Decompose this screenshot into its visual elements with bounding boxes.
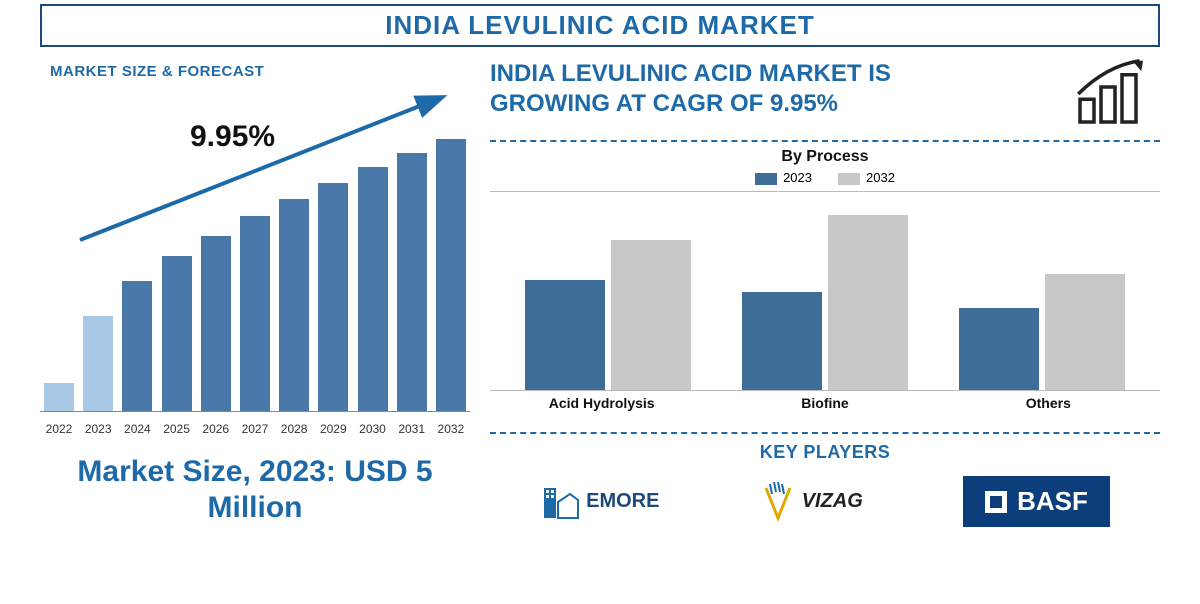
forecast-year-labels: 2022 2023 2024 2025 2026 2027 2028 2029 2030 2031… bbox=[40, 422, 470, 436]
process-bar bbox=[1045, 274, 1125, 390]
forecast-bar bbox=[120, 281, 154, 411]
forecast-bar-rect bbox=[162, 256, 192, 411]
forecast-chart: 9.95% 2022202320242025202620272028202920… bbox=[40, 90, 470, 440]
forecast-bar bbox=[356, 167, 390, 411]
growth-chart-icon bbox=[1070, 59, 1160, 134]
right-column: INDIA LEVULINIC ACID MARKET IS GROWING A… bbox=[490, 55, 1160, 585]
logo-basf-text: BASF bbox=[1017, 486, 1088, 517]
forecast-year-label: 2027 bbox=[238, 422, 272, 436]
vizag-icon bbox=[760, 482, 796, 522]
forecast-bar bbox=[277, 199, 311, 411]
process-legend-item: 2032 bbox=[838, 170, 895, 185]
forecast-bar bbox=[395, 153, 429, 411]
process-legend-item: 2023 bbox=[755, 170, 812, 185]
forecast-year-label: 2028 bbox=[277, 422, 311, 436]
process-bar bbox=[828, 215, 908, 390]
logo-emore: EMORE bbox=[540, 482, 659, 522]
forecast-year-label: 2032 bbox=[434, 422, 468, 436]
forecast-bar bbox=[316, 183, 350, 411]
basf-square-icon bbox=[985, 491, 1007, 513]
process-category-labels: Acid HydrolysisBiofineOthers bbox=[490, 395, 1160, 411]
process-category-label: Biofine bbox=[713, 395, 936, 411]
forecast-year-label: 2031 bbox=[395, 422, 429, 436]
legend-label: 2032 bbox=[866, 170, 895, 185]
forecast-bar-rect bbox=[318, 183, 348, 411]
forecast-bar-rect bbox=[44, 383, 74, 411]
process-bar bbox=[959, 308, 1039, 390]
forecast-bar-rect bbox=[358, 167, 388, 411]
left-column: MARKET SIZE & FORECAST 9.95% 20222023202… bbox=[40, 55, 470, 585]
process-bar-group bbox=[717, 215, 934, 390]
process-legend: 2023 2032 bbox=[490, 170, 1160, 185]
process-chart: By Process 2023 2032 Acid HydrolysisBiofi… bbox=[490, 146, 1160, 426]
logo-basf: BASF bbox=[963, 476, 1110, 527]
forecast-bar-rect bbox=[240, 216, 270, 411]
process-category-label: Others bbox=[937, 395, 1160, 411]
page-title: INDIA LEVULINIC ACID MARKET bbox=[42, 10, 1158, 41]
forecast-bars bbox=[40, 132, 470, 412]
forecast-year-label: 2029 bbox=[316, 422, 350, 436]
legend-swatch bbox=[838, 173, 860, 185]
process-bar bbox=[611, 240, 691, 390]
forecast-bar-rect bbox=[397, 153, 427, 411]
forecast-year-label: 2024 bbox=[120, 422, 154, 436]
legend-label: 2023 bbox=[783, 170, 812, 185]
logo-vizag-text: VIZAG bbox=[802, 490, 863, 513]
forecast-bar-rect bbox=[201, 236, 231, 411]
title-bar: INDIA LEVULINIC ACID MARKET bbox=[40, 4, 1160, 47]
process-chart-title: By Process bbox=[490, 148, 1160, 166]
legend-swatch bbox=[755, 173, 777, 185]
dashed-divider bbox=[490, 140, 1160, 142]
forecast-bar bbox=[81, 316, 115, 411]
forecast-year-label: 2025 bbox=[160, 422, 194, 436]
forecast-bar bbox=[434, 139, 468, 411]
emore-icon bbox=[540, 482, 580, 522]
dashed-divider bbox=[490, 432, 1160, 434]
forecast-bar-rect bbox=[279, 199, 309, 411]
forecast-year-label: 2026 bbox=[199, 422, 233, 436]
content-area: MARKET SIZE & FORECAST 9.95% 20222023202… bbox=[0, 55, 1200, 585]
forecast-year-label: 2022 bbox=[42, 422, 76, 436]
process-bar bbox=[525, 280, 605, 390]
forecast-bar-rect bbox=[83, 316, 113, 411]
forecast-subheading: MARKET SIZE & FORECAST bbox=[50, 63, 470, 80]
process-bar bbox=[742, 292, 822, 390]
forecast-bar-rect bbox=[122, 281, 152, 411]
logo-emore-text: EMORE bbox=[586, 490, 659, 513]
logo-vizag: VIZAG bbox=[760, 482, 863, 522]
growth-headline: INDIA LEVULINIC ACID MARKET IS GROWING A… bbox=[490, 59, 1010, 119]
forecast-year-label: 2023 bbox=[81, 422, 115, 436]
market-size-text: Market Size, 2023: USD 5 Million bbox=[40, 454, 470, 526]
growth-header: INDIA LEVULINIC ACID MARKET IS GROWING A… bbox=[490, 59, 1160, 134]
process-bar-groups bbox=[490, 192, 1160, 390]
forecast-bar bbox=[42, 383, 76, 411]
logos-row: EMORE VIZAG BASF bbox=[490, 469, 1160, 534]
forecast-bar bbox=[238, 216, 272, 411]
process-category-label: Acid Hydrolysis bbox=[490, 395, 713, 411]
process-plot-area bbox=[490, 191, 1160, 391]
forecast-bar bbox=[160, 256, 194, 411]
forecast-year-label: 2030 bbox=[356, 422, 390, 436]
process-bar-group bbox=[933, 274, 1150, 390]
key-players-heading: KEY PLAYERS bbox=[490, 442, 1160, 463]
process-bar-group bbox=[500, 240, 717, 390]
forecast-bar-rect bbox=[436, 139, 466, 411]
forecast-bar bbox=[199, 236, 233, 411]
